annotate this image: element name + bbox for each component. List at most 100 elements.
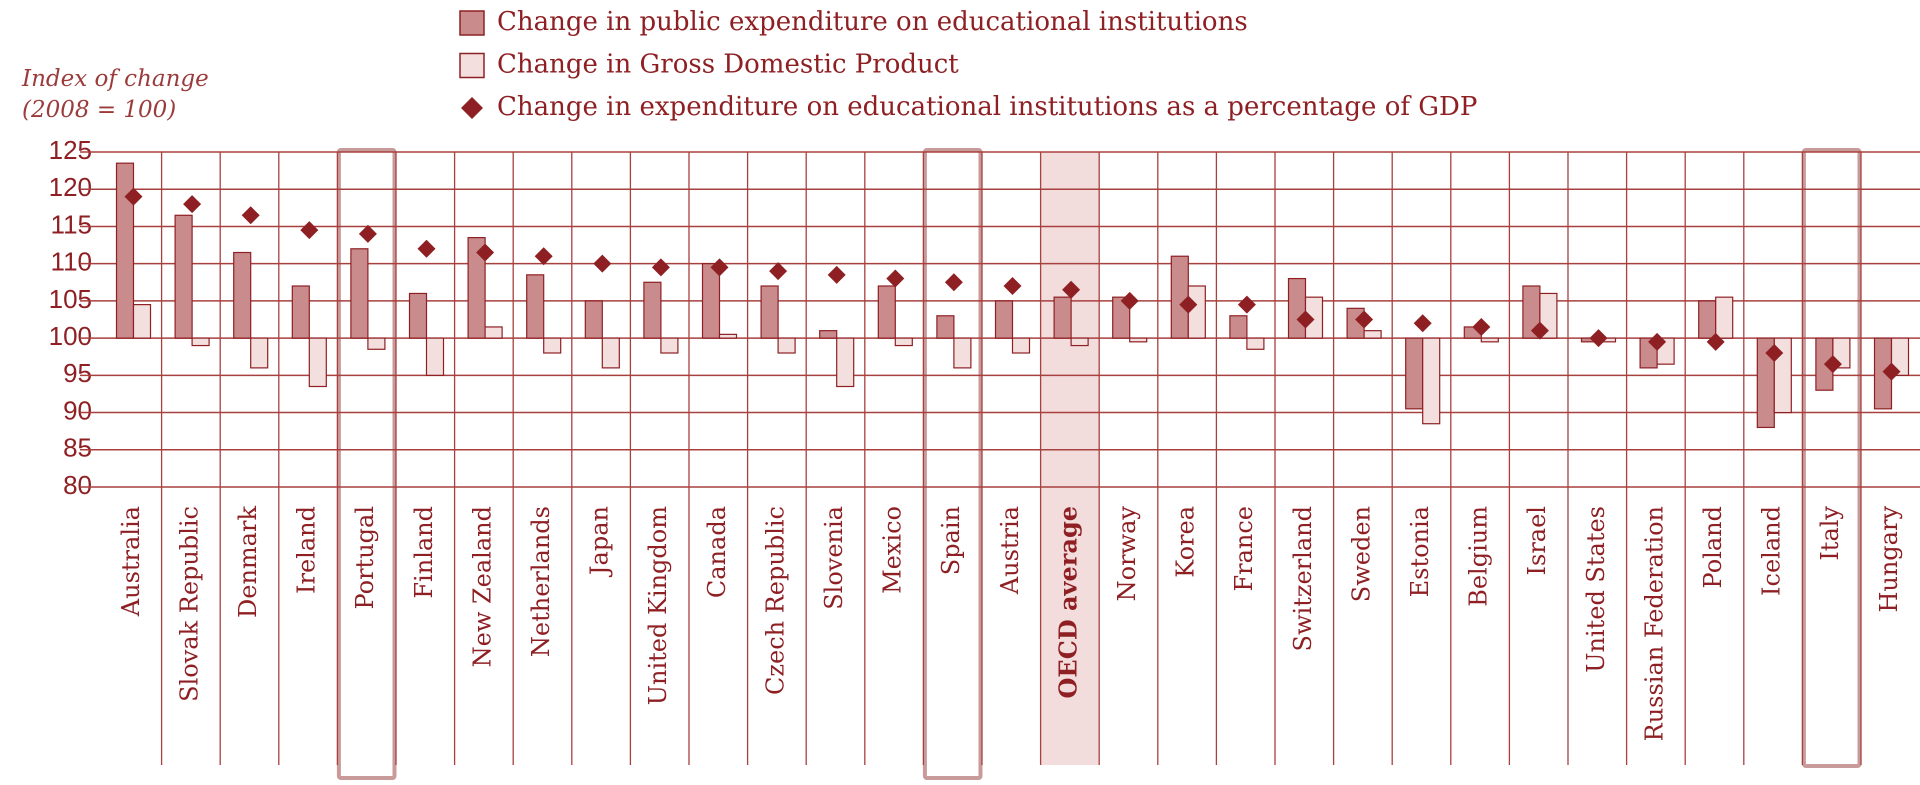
legend-label: Change in Gross Domestic Product xyxy=(497,50,959,80)
diamond-marker xyxy=(827,265,846,284)
bar xyxy=(308,337,327,388)
diamond-marker xyxy=(1648,332,1667,351)
diamond-marker xyxy=(358,224,377,243)
bar xyxy=(777,337,796,354)
bar xyxy=(1405,337,1424,410)
diamond-marker xyxy=(124,187,143,206)
bar xyxy=(250,337,269,369)
x-tick-label: Poland xyxy=(1699,506,1727,588)
x-tick-label: Iceland xyxy=(1758,506,1786,596)
bar xyxy=(1287,277,1307,339)
bar xyxy=(1698,300,1717,339)
x-tick-label: Belgium xyxy=(1465,506,1493,607)
bar xyxy=(894,337,913,347)
bar xyxy=(350,248,369,339)
x-tick-label: Mexico xyxy=(879,506,907,594)
diamond-marker xyxy=(1413,314,1432,333)
bar xyxy=(760,285,779,339)
bar xyxy=(701,263,721,339)
bar xyxy=(484,326,503,339)
bar xyxy=(1890,337,1910,376)
x-tick-label: Japan xyxy=(586,506,614,578)
x-tick-label: Korea xyxy=(1172,506,1200,578)
diamond-marker xyxy=(1706,332,1725,351)
diamond-marker xyxy=(1530,321,1549,340)
diamond-marker xyxy=(241,206,260,225)
bar xyxy=(191,337,210,347)
bar xyxy=(1715,296,1734,339)
diamond-marker xyxy=(886,269,905,288)
x-tick-label: Hungary xyxy=(1875,506,1903,613)
diamond-marker xyxy=(1120,291,1139,310)
highlight-box xyxy=(1801,148,1862,768)
x-tick-label: United States xyxy=(1582,506,1610,673)
x-tick-label: Ireland xyxy=(293,506,321,594)
x-tick-label: Italy xyxy=(1816,506,1844,561)
x-tick-label: Netherlands xyxy=(527,506,555,657)
y-tick-label: 85 xyxy=(63,433,92,463)
bar xyxy=(601,337,620,369)
diamond-marker xyxy=(300,221,319,240)
y-tick-label: 105 xyxy=(49,284,92,314)
bar xyxy=(953,337,972,369)
x-tick-label: United Kingdom xyxy=(644,506,672,705)
bar xyxy=(1112,296,1131,339)
bar xyxy=(233,251,252,339)
x-tick-label: Switzerland xyxy=(1289,506,1317,651)
diamond-marker xyxy=(183,195,202,214)
x-tick-label: Czech Republic xyxy=(761,506,789,695)
y-tick-label: 100 xyxy=(49,321,92,351)
x-tick-label: Canada xyxy=(703,506,731,598)
x-tick-label: Israel xyxy=(1523,506,1551,575)
x-tick-label: Spain xyxy=(937,506,965,575)
diamond-marker xyxy=(1589,329,1608,348)
diamond-marker xyxy=(1472,317,1491,336)
x-tick-label: Slovak Republic xyxy=(175,506,203,702)
bar xyxy=(1246,337,1265,350)
bar xyxy=(1053,296,1072,339)
x-tick-label: Australia xyxy=(117,506,145,617)
bar xyxy=(1170,255,1189,339)
diamond-marker xyxy=(1296,310,1315,329)
diamond-marker xyxy=(944,273,963,292)
y-tick-label: 115 xyxy=(51,209,92,239)
bar xyxy=(115,162,135,339)
y-axis-label: Index of change xyxy=(21,66,209,92)
bar xyxy=(936,315,955,339)
diamond-marker xyxy=(1823,355,1842,374)
bar xyxy=(1129,337,1148,343)
bar xyxy=(526,274,545,339)
diamond-marker xyxy=(769,262,788,281)
bar xyxy=(1070,337,1089,347)
bar xyxy=(994,300,1014,339)
bar xyxy=(718,333,738,339)
highlight-shade xyxy=(1040,152,1100,765)
x-tick-label: OECD average xyxy=(1053,506,1082,698)
y-tick-label: 80 xyxy=(63,470,92,500)
bar xyxy=(643,281,662,339)
bar xyxy=(132,304,152,339)
x-tick-label: Norway xyxy=(1113,506,1141,602)
diamond-marker xyxy=(593,254,612,273)
diamond-marker xyxy=(1237,295,1256,314)
x-tick-label: Austria xyxy=(996,506,1024,595)
bar xyxy=(1363,330,1382,339)
y-tick-label: 125 xyxy=(49,135,92,165)
bar xyxy=(819,330,838,339)
y-axis-sublabel: (2008 = 100) xyxy=(22,97,176,123)
diamond-marker xyxy=(534,247,553,266)
x-tick-label: Finland xyxy=(410,506,438,599)
diamond-marker xyxy=(1062,280,1081,299)
bar xyxy=(425,337,445,376)
y-tick-label: 90 xyxy=(63,395,92,425)
bar xyxy=(1187,285,1206,339)
x-tick-label: Portugal xyxy=(351,506,379,610)
diamond-marker xyxy=(1765,344,1784,362)
x-tick-label: France xyxy=(1230,506,1258,592)
bar xyxy=(408,292,428,339)
bar xyxy=(1229,315,1248,339)
x-tick-label: Sweden xyxy=(1347,506,1375,602)
bar xyxy=(291,285,310,339)
diamond-marker xyxy=(1882,362,1901,381)
